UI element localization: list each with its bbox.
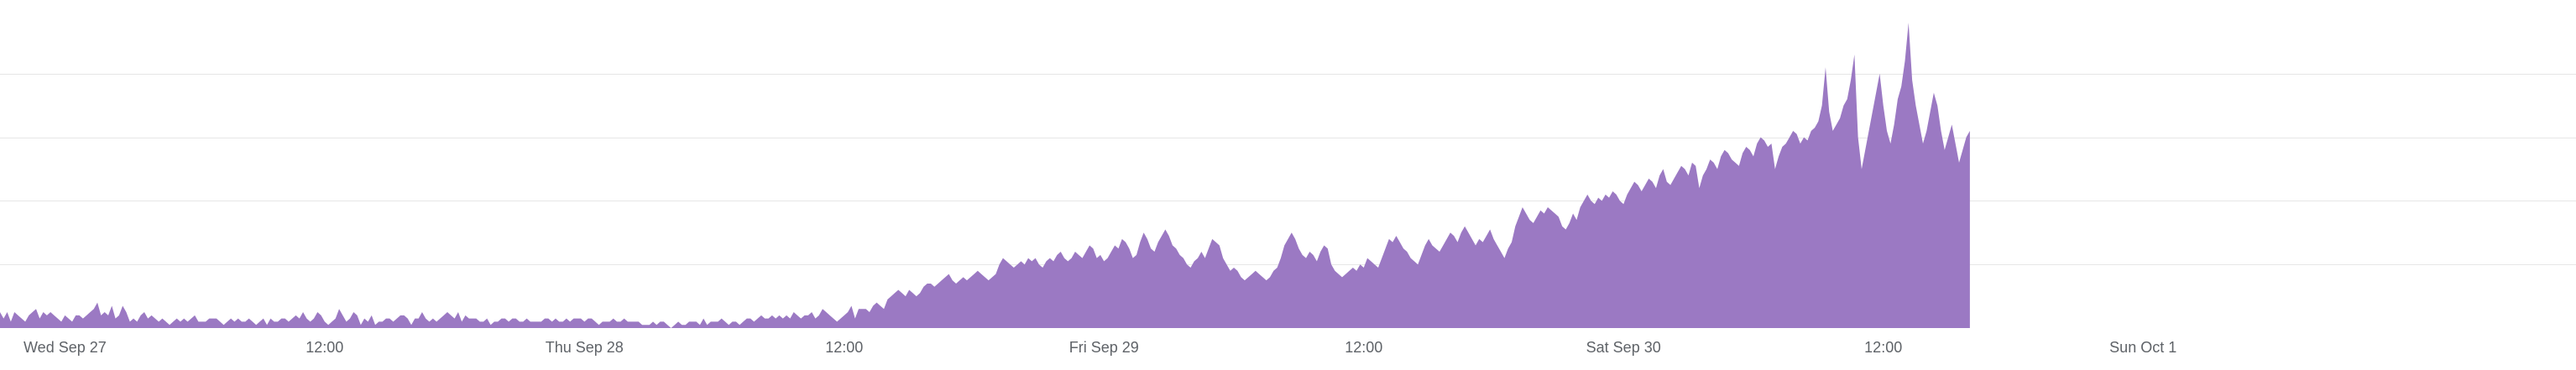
x-tick-label-4: Fri Sep 29 — [1069, 339, 1139, 356]
x-tick-label-8: Sun Oct 1 — [2109, 339, 2176, 356]
x-tick-label-2: Thu Sep 28 — [546, 339, 624, 356]
area-series — [0, 23, 1970, 328]
x-tick-label-5: 12:00 — [1345, 339, 1382, 356]
x-tick-label-1: 12:00 — [306, 339, 343, 356]
gridlines — [0, 74, 2576, 265]
x-axis: Wed Sep 27 12:00 Thu Sep 28 12:00 Fri Sep 29… — [24, 339, 2176, 356]
x-tick-label-7: 12:00 — [1864, 339, 1902, 356]
x-tick-label-6: Sat Sep 30 — [1586, 339, 1661, 356]
x-tick-label-0: Wed Sep 27 — [24, 339, 107, 356]
x-tick-label-3: 12:00 — [825, 339, 863, 356]
